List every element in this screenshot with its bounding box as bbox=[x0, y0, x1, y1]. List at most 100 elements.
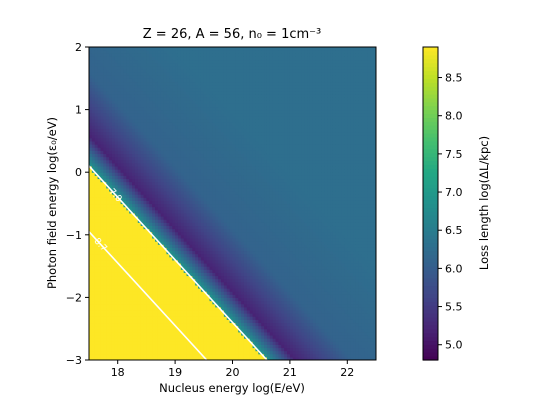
heatmap-cell bbox=[155, 156, 159, 161]
heatmap-cell bbox=[189, 347, 193, 352]
heatmap-cell bbox=[206, 244, 211, 248]
heatmap-cell bbox=[97, 328, 102, 333]
heatmap-cell bbox=[132, 81, 136, 86]
heatmap-cell bbox=[157, 115, 162, 120]
heatmap-cell bbox=[129, 237, 133, 242]
heatmap-cell bbox=[203, 272, 208, 277]
heatmap-cell bbox=[109, 125, 113, 129]
heatmap-cell bbox=[103, 153, 107, 158]
heatmap-cell bbox=[134, 344, 139, 349]
heatmap-cell bbox=[146, 262, 150, 267]
heatmap-cell bbox=[226, 81, 231, 86]
heatmap-cell bbox=[111, 334, 116, 339]
heatmap-cell bbox=[189, 153, 193, 158]
heatmap-cell bbox=[129, 294, 133, 298]
heatmap-cell bbox=[126, 153, 130, 158]
heatmap-cell bbox=[106, 175, 110, 180]
heatmap-cell bbox=[218, 194, 222, 198]
heatmap-cell bbox=[218, 140, 222, 145]
heatmap-cell bbox=[226, 334, 231, 339]
heatmap-cell bbox=[126, 275, 130, 280]
heatmap-cell bbox=[123, 262, 127, 267]
heatmap-cell bbox=[149, 325, 153, 330]
heatmap-cell bbox=[186, 50, 191, 54]
heatmap-cell bbox=[172, 87, 176, 92]
heatmap-cell bbox=[100, 231, 104, 236]
heatmap-cell bbox=[129, 118, 133, 123]
heatmap-cell bbox=[192, 331, 196, 336]
heatmap-cell bbox=[140, 322, 145, 327]
heatmap-cell bbox=[198, 247, 202, 252]
heatmap-cell bbox=[132, 341, 136, 345]
heatmap-cell bbox=[169, 284, 173, 289]
heatmap-cell bbox=[221, 112, 225, 117]
heatmap-cell bbox=[103, 203, 107, 208]
heatmap-cell bbox=[226, 269, 231, 273]
heatmap-cell bbox=[132, 103, 136, 108]
heatmap-cell bbox=[215, 84, 219, 89]
heatmap-cell bbox=[123, 194, 127, 198]
heatmap-cell bbox=[223, 122, 228, 126]
heatmap-cell bbox=[177, 184, 182, 189]
heatmap-cell bbox=[212, 50, 216, 54]
heatmap-cell bbox=[183, 103, 188, 108]
heatmap-cell bbox=[209, 187, 214, 192]
heatmap-cell bbox=[166, 112, 170, 117]
heatmap-cell bbox=[200, 169, 205, 173]
heatmap-cell bbox=[94, 356, 99, 360]
heatmap-cell bbox=[186, 184, 191, 189]
heatmap-cell bbox=[183, 309, 188, 314]
heatmap-cell bbox=[203, 341, 208, 345]
heatmap-cell bbox=[198, 50, 202, 54]
heatmap-cell bbox=[221, 331, 225, 336]
heatmap-cell bbox=[111, 338, 116, 342]
heatmap-cell bbox=[132, 244, 136, 248]
heatmap-cell bbox=[215, 137, 219, 142]
heatmap-cell bbox=[226, 319, 231, 324]
heatmap-cell bbox=[186, 118, 191, 123]
heatmap-cell bbox=[189, 197, 193, 201]
heatmap-cell bbox=[155, 131, 159, 136]
heatmap-cell bbox=[91, 84, 96, 89]
heatmap-cell bbox=[149, 228, 153, 233]
heatmap-cell bbox=[123, 247, 127, 252]
heatmap-cell bbox=[106, 140, 110, 145]
heatmap-cell bbox=[123, 344, 127, 349]
heatmap-cell bbox=[221, 328, 225, 333]
heatmap-cell bbox=[175, 309, 179, 314]
heatmap-cell bbox=[120, 172, 125, 176]
heatmap-cell bbox=[183, 87, 188, 92]
heatmap-cell bbox=[215, 341, 219, 345]
heatmap-cell bbox=[103, 165, 107, 170]
heatmap-cell bbox=[229, 269, 234, 273]
heatmap-cell bbox=[149, 316, 153, 320]
heatmap-cell bbox=[100, 234, 104, 239]
heatmap-cell bbox=[103, 197, 107, 201]
heatmap-cell bbox=[149, 269, 153, 273]
heatmap-cell bbox=[146, 93, 150, 98]
heatmap-cell bbox=[140, 275, 145, 280]
heatmap-cell bbox=[166, 159, 170, 164]
heatmap-cell bbox=[97, 169, 102, 173]
heatmap-cell bbox=[123, 300, 127, 305]
heatmap-cell bbox=[218, 266, 222, 270]
heatmap-cell bbox=[137, 137, 142, 142]
heatmap-cell bbox=[180, 322, 185, 327]
heatmap-cell bbox=[132, 275, 136, 280]
heatmap-cell bbox=[215, 253, 219, 258]
heatmap-cell bbox=[163, 300, 168, 305]
heatmap-cell bbox=[229, 303, 234, 308]
heatmap-cell bbox=[169, 122, 173, 126]
heatmap-cell bbox=[146, 84, 150, 89]
heatmap-cell bbox=[149, 209, 153, 214]
heatmap-cell bbox=[91, 356, 96, 360]
heatmap-cell bbox=[175, 84, 179, 89]
heatmap-cell bbox=[155, 150, 159, 155]
heatmap-cell bbox=[91, 165, 96, 170]
heatmap-cell bbox=[186, 297, 191, 302]
heatmap-cell bbox=[137, 281, 142, 286]
heatmap-cell bbox=[223, 328, 228, 333]
heatmap-cell bbox=[166, 281, 170, 286]
heatmap-cell bbox=[195, 338, 199, 342]
heatmap-cell bbox=[123, 178, 127, 183]
